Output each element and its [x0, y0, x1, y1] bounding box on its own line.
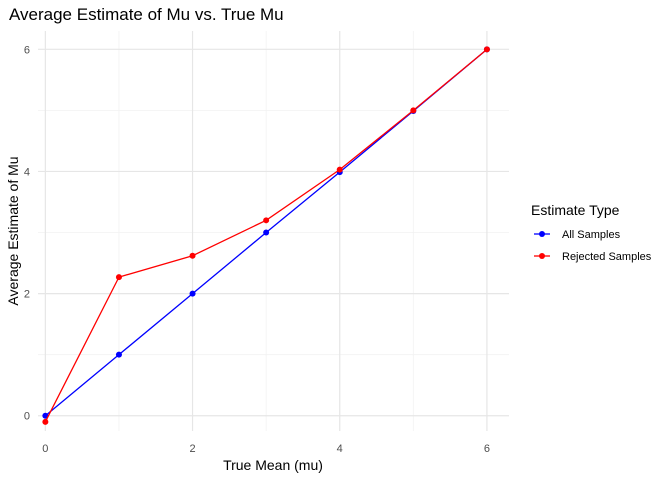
x-tick-label: 0: [42, 443, 48, 455]
data-point: [336, 166, 343, 173]
y-tick-label: 2: [24, 289, 30, 301]
x-tick-label: 2: [189, 443, 195, 455]
series-rejected-samples: [42, 46, 490, 425]
data-point: [189, 290, 196, 297]
y-tick-label: 0: [24, 411, 30, 423]
grid: [38, 31, 509, 431]
chart-title: Average Estimate of Mu vs. True Mu: [9, 5, 284, 24]
tick-labels: 0 2 4 6 0 2 4 6: [24, 44, 490, 455]
y-tick-label: 6: [24, 44, 30, 56]
data-point: [115, 351, 122, 358]
data-point: [189, 252, 196, 259]
x-tick-label: 6: [484, 443, 490, 455]
data-point: [42, 418, 49, 425]
y-axis-title: Average Estimate of Mu: [5, 156, 21, 305]
legend-label: All Samples: [562, 229, 621, 241]
x-axis-title: True Mean (mu): [223, 457, 323, 473]
x-tick-label: 4: [337, 443, 343, 455]
legend-item: Rejected Samples: [534, 251, 652, 263]
data-point: [115, 274, 122, 281]
legend: Estimate Type All Samples Rejected Sample…: [531, 202, 652, 263]
legend-key-point: [539, 253, 545, 259]
legend-label: Rejected Samples: [562, 251, 652, 263]
series-layer: [42, 46, 490, 425]
data-point: [263, 229, 270, 236]
data-point: [263, 217, 270, 224]
legend-title: Estimate Type: [531, 202, 620, 218]
y-tick-label: 4: [24, 166, 30, 178]
legend-item: All Samples: [534, 229, 621, 241]
legend-key-point: [539, 231, 545, 237]
data-point: [483, 46, 490, 53]
data-point: [42, 412, 49, 419]
data-point: [410, 107, 417, 114]
